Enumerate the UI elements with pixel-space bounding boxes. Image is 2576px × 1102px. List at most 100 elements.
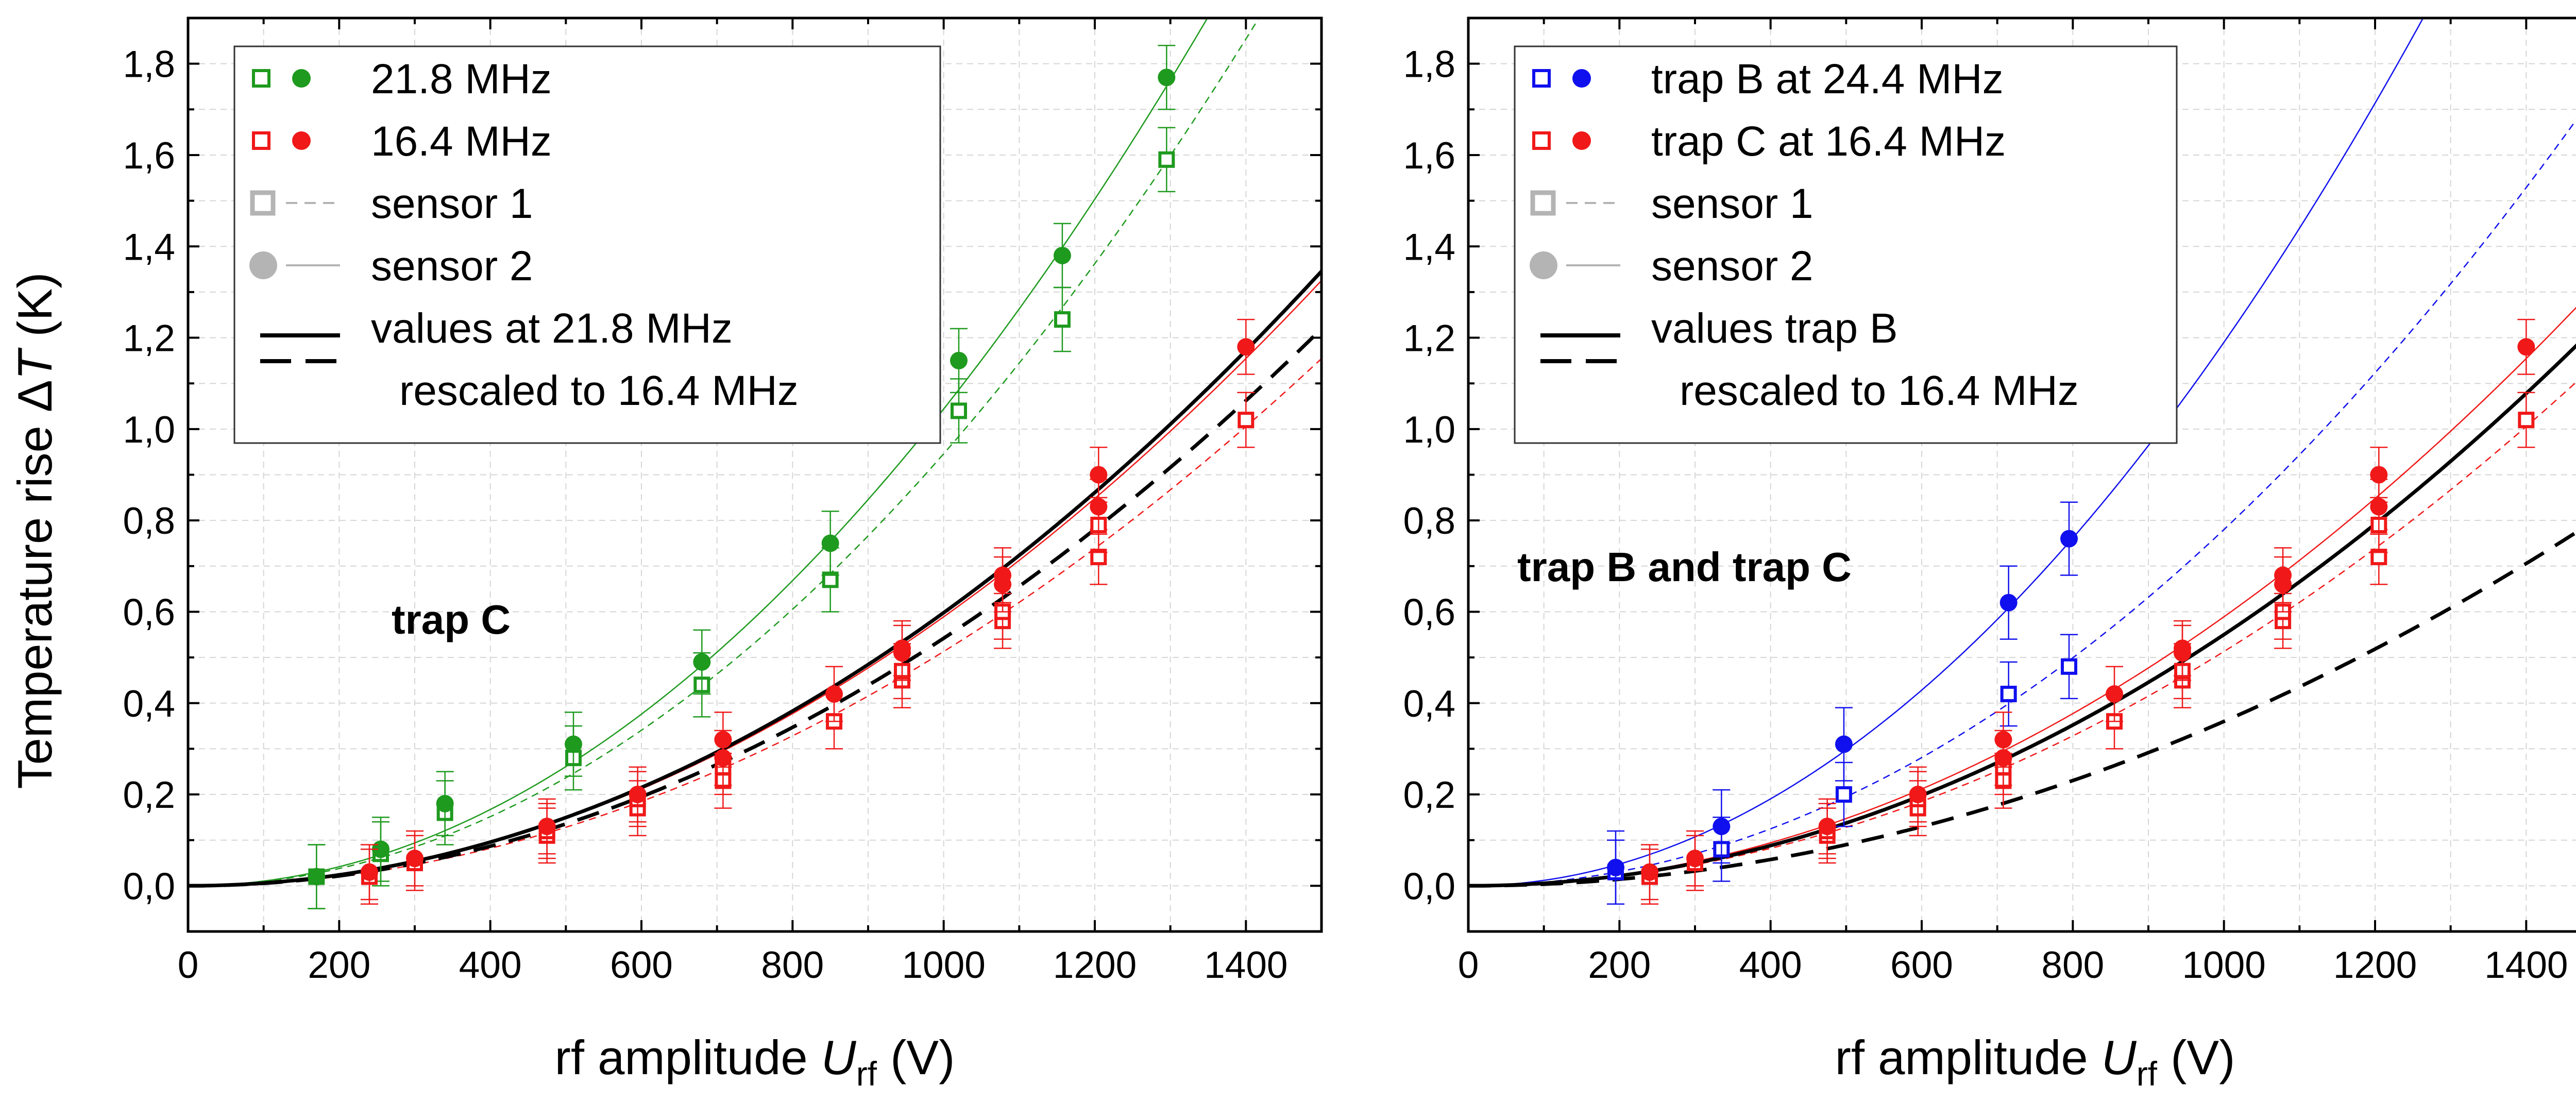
- x-tick-label: 1400: [2484, 944, 2568, 986]
- y-tick-label: 0,2: [123, 774, 175, 816]
- data-point-circle: [1686, 850, 1704, 868]
- legend-label: sensor 1: [371, 180, 533, 227]
- legend-square-marker: [1532, 131, 1551, 150]
- data-point-circle: [406, 850, 423, 868]
- data-point-square: [2518, 412, 2535, 429]
- y-axis-title-text: Temperature rise: [8, 426, 62, 789]
- legend-circle-marker: [1572, 131, 1591, 150]
- legend-circle-marker: [292, 69, 311, 88]
- data-point-circle: [2106, 685, 2123, 703]
- data-point-circle: [538, 818, 556, 836]
- legend-square-marker: [250, 190, 276, 216]
- x-tick-label: 1000: [902, 944, 985, 986]
- data-point-circle: [714, 749, 732, 767]
- legend-label: 16.4 MHz: [371, 118, 552, 165]
- legend-box: [1514, 45, 2178, 444]
- x-axis-title-part: rf amplitude: [555, 1030, 821, 1084]
- x-tick-label: 1400: [1204, 944, 1287, 986]
- data-point-square: [1238, 412, 1255, 429]
- data-point-circle: [1607, 858, 1624, 876]
- data-point-circle: [1818, 818, 1836, 836]
- data-point-square: [1835, 786, 1852, 803]
- x-axis-title-part: U: [2102, 1030, 2137, 1084]
- y-tick-label: 0,6: [1403, 591, 1455, 633]
- data-point-circle: [950, 351, 968, 369]
- data-point-circle: [308, 868, 326, 886]
- data-point-circle: [629, 786, 647, 804]
- data-point-circle: [2174, 644, 2191, 662]
- data-point-circle: [1237, 338, 1255, 356]
- legend-square-marker: [252, 131, 270, 150]
- panel-annotation: trap C: [392, 597, 511, 642]
- y-tick-label: 0,8: [1403, 500, 1455, 542]
- legend-square-marker: [1532, 69, 1551, 88]
- data-point-circle: [1641, 863, 1658, 881]
- data-points: [308, 44, 1255, 909]
- legend-item: values trap B rescaled to 16.4 MHz: [1540, 305, 2079, 414]
- fit-curve: [1468, 119, 2576, 887]
- legend-item: sensor 1: [250, 180, 533, 227]
- y-tick-label: 1,6: [123, 135, 175, 177]
- data-point-square: [2000, 686, 2017, 703]
- legend-item: sensor 2: [1530, 243, 1814, 290]
- y-axis-title-delta: Δ: [8, 380, 62, 426]
- x-tick-label: 0: [178, 944, 199, 986]
- data-point-circle: [2370, 498, 2388, 516]
- x-axis-title-part: rf: [856, 1055, 877, 1093]
- y-tick-label: 1,8: [1403, 44, 1455, 86]
- x-tick-label: 800: [761, 944, 824, 986]
- data-point-circle: [1053, 246, 1071, 264]
- data-point-circle: [1909, 786, 1927, 804]
- y-tick-label: 0,4: [123, 683, 175, 725]
- x-axis-title-part: rf amplitude: [1835, 1030, 2102, 1084]
- x-tick-label: 800: [2041, 944, 2104, 986]
- legend-circle-marker: [1530, 251, 1557, 279]
- y-axis-title-unit: (K): [8, 272, 62, 336]
- x-tick-label: 1200: [1053, 944, 1137, 986]
- legend-item: values at 21.8 MHz rescaled to 16.4 MHz: [260, 305, 799, 414]
- legend-circle-marker: [292, 131, 311, 150]
- x-tick-label: 400: [459, 944, 522, 986]
- legend-square-marker: [1530, 190, 1556, 216]
- data-point-circle: [1158, 69, 1176, 87]
- x-axis-title: rf amplitude Urf (V): [1835, 1030, 2235, 1093]
- legend-label: values trap B: [1651, 305, 1898, 352]
- legend-label: sensor 2: [1651, 243, 1814, 290]
- data-point-square: [2061, 658, 2077, 675]
- y-tick-label: 0,4: [1403, 683, 1455, 725]
- legend-circle-marker: [1572, 69, 1591, 88]
- data-point-circle: [1713, 818, 1731, 836]
- y-tick-label: 1,4: [123, 226, 175, 268]
- legend-item: 16.4 MHz: [252, 118, 552, 165]
- y-tick-label: 0,0: [1403, 866, 1455, 907]
- data-point-circle: [2060, 530, 2078, 548]
- y-tick-label: 1,0: [123, 409, 175, 451]
- y-tick-label: 1,0: [1403, 409, 1455, 451]
- x-tick-label: 400: [1739, 944, 1802, 986]
- legend-circle-marker: [249, 251, 277, 279]
- legend-label: sensor 2: [371, 243, 533, 290]
- x-tick-label: 1200: [2333, 944, 2417, 986]
- y-tick-label: 0,2: [1403, 774, 1455, 816]
- y-tick-label: 1,6: [1403, 135, 1455, 177]
- data-point-circle: [2274, 575, 2292, 594]
- x-axis-title-part: (V): [2157, 1030, 2235, 1084]
- data-point-circle: [2517, 338, 2535, 356]
- legend-label-line2: rescaled to 16.4 MHz: [1680, 367, 2079, 414]
- legend-label: trap C at 16.4 MHz: [1651, 118, 2006, 165]
- data-point-circle: [565, 735, 582, 753]
- legend: trap B at 24.4 MHz trap C at 16.4 MHz sens…: [1514, 45, 2178, 444]
- y-tick-label: 1,2: [1403, 318, 1455, 360]
- legend: 21.8 MHz 16.4 MHz sensor 1 sensor 2 values a…: [233, 45, 941, 444]
- x-tick-label: 200: [308, 944, 370, 986]
- legend-box: [233, 45, 941, 444]
- legend-square-marker: [252, 69, 270, 88]
- legend-label: sensor 1: [1651, 180, 1814, 227]
- data-point-circle: [994, 575, 1012, 594]
- data-point-square: [1054, 311, 1071, 328]
- left-panel-trap-c: 0 200 400 600 800 1000 1200 1400 0,0 0,2 0,4 0,6 0,8…: [123, 16, 1323, 1093]
- data-point-circle: [1999, 594, 2018, 612]
- x-tick-label: 200: [1588, 944, 1651, 986]
- x-axis-title-part: rf: [2137, 1055, 2158, 1093]
